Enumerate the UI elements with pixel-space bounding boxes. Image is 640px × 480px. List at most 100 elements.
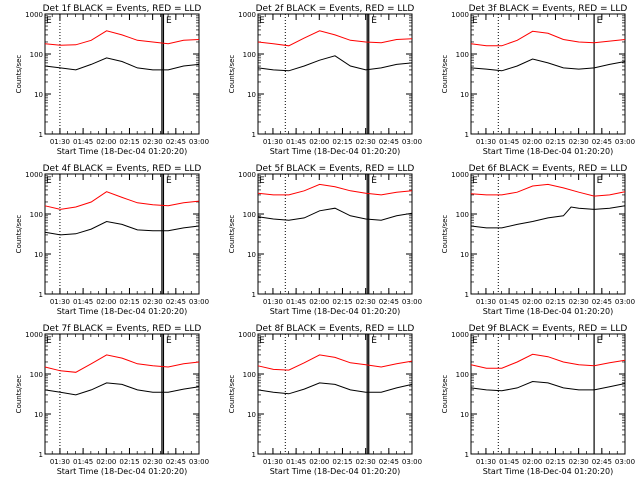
lld-series-line <box>470 353 626 369</box>
events-series-line <box>44 220 200 236</box>
flag-label: E <box>371 176 377 186</box>
y-tick-label: 10 <box>247 411 256 419</box>
y-axis-label: Counts/sec <box>441 215 449 254</box>
flag-label-left: E <box>472 176 478 186</box>
x-tick-label: 02:30 <box>143 458 163 466</box>
x-tick-label: 02:15 <box>119 138 139 146</box>
x-tick-label: 03:00 <box>615 298 635 306</box>
y-tick-label: 1000 <box>451 11 469 19</box>
y-tick-label: 1 <box>39 291 43 299</box>
y-tick-label: 100 <box>456 211 469 219</box>
y-tick-label: 1 <box>465 131 469 139</box>
x-tick-label: 02:30 <box>569 458 589 466</box>
y-tick-label: 1 <box>465 451 469 459</box>
x-tick-label: 02:30 <box>143 298 163 306</box>
x-tick-label: 01:30 <box>50 298 70 306</box>
lld-series-line <box>257 30 413 47</box>
y-tick-label: 100 <box>30 51 43 59</box>
plot-frame <box>44 13 200 135</box>
y-tick-label: 10 <box>460 91 469 99</box>
events-series-line <box>257 207 413 221</box>
chart-panel-8: Det 8f BLACK = Events, RED = LLD 1 10 100 10… <box>228 324 422 476</box>
x-tick-label: 03:00 <box>615 138 635 146</box>
y-tick-label: 1000 <box>451 171 469 179</box>
y-tick-label: 100 <box>243 211 256 219</box>
x-tick-label: 02:45 <box>166 458 186 466</box>
events-series-line <box>470 205 626 229</box>
x-tick-label: 02:30 <box>356 298 376 306</box>
lld-series-line <box>470 30 626 47</box>
y-axis-label: Counts/sec <box>228 55 236 94</box>
flag-label: E <box>371 16 377 26</box>
x-tick-label: 01:45 <box>286 298 306 306</box>
flag-label: E <box>166 16 172 26</box>
x-tick-label: 01:30 <box>476 458 496 466</box>
y-tick-label: 1000 <box>238 331 256 339</box>
x-tick-label: 01:30 <box>263 138 283 146</box>
x-tick-label: 02:15 <box>332 458 352 466</box>
x-tick-label: 02:15 <box>332 138 352 146</box>
chart-panel-9: Det 9f BLACK = Events, RED = LLD 1 10 100 10… <box>441 324 635 476</box>
chart-panel-6: Det 6f BLACK = Events, RED = LLD 1 10 100 10… <box>441 164 635 316</box>
lld-series-line <box>44 30 200 46</box>
flag-label: E <box>597 16 603 26</box>
chart-title: Det 2f BLACK = Events, RED = LLD <box>256 4 415 14</box>
y-tick-label: 1 <box>252 451 256 459</box>
chart-panel-3: Det 3f BLACK = Events, RED = LLD 1 10 100 10… <box>441 4 635 156</box>
x-tick-label: 02:45 <box>379 458 399 466</box>
x-tick-label: 02:45 <box>166 298 186 306</box>
x-tick-label: 03:00 <box>189 298 209 306</box>
chart-title: Det 5f BLACK = Events, RED = LLD <box>256 164 415 174</box>
x-tick-label: 02:00 <box>522 138 542 146</box>
plot-frame <box>257 173 413 295</box>
events-series-line <box>257 55 413 72</box>
x-tick-label: 02:30 <box>143 138 163 146</box>
x-tick-label: 03:00 <box>402 298 422 306</box>
chart-panel-5: Det 5f BLACK = Events, RED = LLD 1 10 100 10… <box>228 164 422 316</box>
x-axis-label: Start Time (18-Dec-04 01:20:20) <box>57 147 188 156</box>
x-tick-label: 01:30 <box>263 298 283 306</box>
y-tick-label: 100 <box>30 371 43 379</box>
x-axis-label: Start Time (18-Dec-04 01:20:20) <box>483 307 614 316</box>
x-tick-label: 01:45 <box>73 298 93 306</box>
lld-series-line <box>44 191 200 210</box>
y-tick-label: 10 <box>247 251 256 259</box>
x-tick-label: 02:45 <box>379 138 399 146</box>
plot-frame <box>470 13 626 135</box>
y-axis-label: Counts/sec <box>15 375 23 414</box>
chart-title: Det 1f BLACK = Events, RED = LLD <box>43 4 202 14</box>
x-tick-label: 01:45 <box>499 298 519 306</box>
x-axis-label: Start Time (18-Dec-04 01:20:20) <box>270 307 401 316</box>
y-axis-label: Counts/sec <box>15 55 23 94</box>
chart-title: Det 7f BLACK = Events, RED = LLD <box>43 324 202 334</box>
x-tick-label: 02:00 <box>96 298 116 306</box>
plot-frame <box>470 333 626 455</box>
x-axis-label: Start Time (18-Dec-04 01:20:20) <box>57 307 188 316</box>
events-series-line <box>44 382 200 396</box>
events-series-line <box>44 57 200 71</box>
x-tick-label: 03:00 <box>402 458 422 466</box>
y-tick-label: 1000 <box>238 11 256 19</box>
y-tick-label: 10 <box>34 91 43 99</box>
y-tick-label: 1 <box>252 291 256 299</box>
lld-series-line <box>470 183 626 197</box>
chart-title: Det 3f BLACK = Events, RED = LLD <box>469 4 628 14</box>
flag-label-left: E <box>259 336 265 346</box>
flag-label: E <box>597 176 603 186</box>
x-tick-label: 01:45 <box>286 458 306 466</box>
chart-title: Det 4f BLACK = Events, RED = LLD <box>43 164 202 174</box>
x-tick-label: 02:00 <box>309 458 329 466</box>
plot-frame <box>257 333 413 455</box>
flag-label-left: E <box>472 336 478 346</box>
flag-label-left: E <box>46 16 52 26</box>
y-axis-label: Counts/sec <box>228 215 236 254</box>
y-tick-label: 100 <box>243 371 256 379</box>
y-tick-label: 1 <box>39 131 43 139</box>
y-tick-label: 10 <box>460 411 469 419</box>
chart-title: Det 9f BLACK = Events, RED = LLD <box>469 324 628 334</box>
x-tick-label: 01:45 <box>73 458 93 466</box>
x-tick-label: 01:45 <box>499 458 519 466</box>
x-tick-label: 02:00 <box>309 138 329 146</box>
events-series-line <box>257 382 413 395</box>
